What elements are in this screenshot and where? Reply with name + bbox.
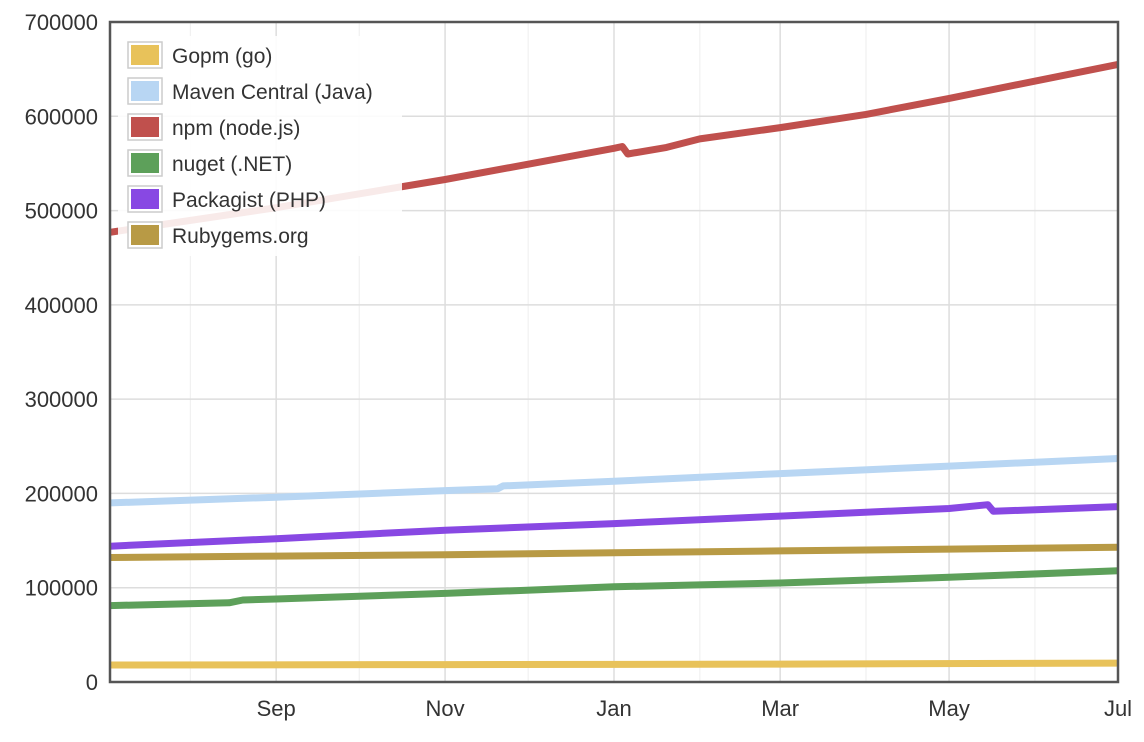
y-tick-label: 300000	[25, 387, 98, 412]
legend-label: Maven Central (Java)	[172, 81, 373, 104]
legend: Gopm (go) Maven Central (Java) npm (node.j…	[118, 36, 402, 256]
x-tick-label: Jul	[1104, 696, 1132, 721]
legend-label: Gopm (go)	[172, 45, 272, 68]
legend-label: Rubygems.org	[172, 225, 309, 248]
y-tick-label: 600000	[25, 104, 98, 129]
legend-swatch	[131, 81, 159, 101]
legend-background	[118, 36, 402, 256]
x-tick-label: May	[928, 696, 970, 721]
legend-swatch	[131, 45, 159, 65]
y-tick-label: 700000	[25, 10, 98, 35]
legend-swatch	[131, 189, 159, 209]
series-line	[109, 60, 1119, 236]
legend-label: nuget (.NET)	[172, 153, 292, 176]
legend-label: Packagist (PHP)	[172, 189, 326, 212]
series-line	[109, 567, 1119, 610]
series-line	[109, 501, 1119, 550]
y-tick-label: 500000	[25, 199, 98, 224]
x-tick-label: Nov	[426, 696, 465, 721]
series-lines	[109, 60, 1119, 669]
legend-label: npm (node.js)	[172, 117, 300, 140]
x-tick-label: Mar	[761, 696, 799, 721]
y-tick-label: 400000	[25, 293, 98, 318]
x-tick-label: Jan	[596, 696, 631, 721]
y-tick-label: 200000	[25, 481, 98, 506]
legend-swatch	[131, 117, 159, 137]
series-line	[109, 543, 1119, 561]
legend-swatch	[131, 225, 159, 245]
legend-swatch	[131, 153, 159, 173]
axis-tick-labels: Sep Nov Jan Mar May Jul 0 100000 200000 300000 400…	[25, 10, 1132, 721]
series-line	[109, 659, 1119, 669]
series-line	[109, 455, 1119, 507]
y-tick-label: 0	[86, 670, 98, 695]
y-tick-label: 100000	[25, 576, 98, 601]
x-tick-label: Sep	[257, 696, 296, 721]
plot-frame	[108, 20, 1120, 684]
